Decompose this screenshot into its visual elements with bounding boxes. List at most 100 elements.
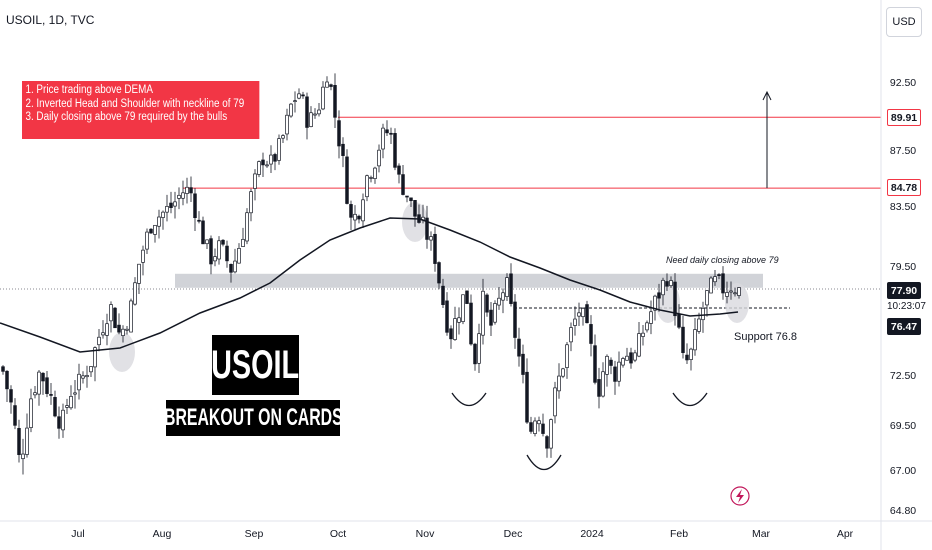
- candle-body: [21, 453, 25, 460]
- candle-body: [601, 371, 605, 397]
- candle-body: [689, 348, 693, 360]
- candle-body: [277, 138, 281, 161]
- candle-body: [69, 395, 73, 409]
- candle-body: [457, 317, 461, 323]
- bar-countdown: 10:23:07: [887, 301, 926, 312]
- candle-body: [145, 231, 149, 250]
- candle-body: [1, 366, 5, 372]
- candle-body: [97, 336, 101, 346]
- candle-body: [557, 375, 561, 392]
- target-arrow-head: [762, 90, 772, 101]
- candle-body: [45, 377, 49, 394]
- candle-body: [717, 274, 721, 276]
- candle-body: [297, 93, 301, 99]
- candle-body: [349, 204, 353, 218]
- candle-body: [505, 277, 509, 297]
- title-badge: USOIL: [212, 335, 300, 395]
- candle-body: [493, 303, 497, 323]
- candle-body: [189, 187, 193, 194]
- left-shoulder-arc: [451, 392, 487, 407]
- candle-body: [685, 354, 689, 361]
- candle-body: [213, 256, 217, 262]
- note-3: 3. Daily closing above 79 required by th…: [25, 111, 228, 123]
- candle-body: [425, 217, 429, 240]
- candle-body: [285, 114, 289, 135]
- candle-body: [589, 324, 593, 344]
- candle-body: [545, 436, 549, 449]
- x-tick-label: Feb: [670, 528, 688, 540]
- candle-body: [273, 154, 277, 162]
- candle-body: [305, 96, 309, 128]
- candle-body: [165, 205, 169, 213]
- candle-body: [669, 280, 673, 287]
- candle-body: [473, 343, 477, 365]
- candle-body: [37, 371, 41, 395]
- candle-body: [653, 295, 657, 311]
- candle-body: [129, 300, 133, 333]
- candle-body: [517, 338, 521, 357]
- x-tick-label: Jul: [71, 528, 84, 540]
- candle-body: [573, 318, 577, 326]
- candle-body: [209, 238, 213, 265]
- candle-body: [93, 347, 97, 368]
- candle-body: [221, 239, 225, 245]
- candle-body: [497, 297, 501, 306]
- candle-body: [645, 322, 649, 331]
- candle-body: [381, 127, 385, 150]
- neckline-zone: [175, 273, 763, 288]
- currency-button[interactable]: USD: [886, 7, 922, 37]
- candle-body: [265, 164, 269, 167]
- subtitle-badge-text: BREAKOUT ON CARDS: [163, 404, 343, 431]
- candle-body: [537, 420, 541, 425]
- candle-body: [101, 332, 105, 336]
- candle-body: [697, 318, 701, 332]
- candle-body: [117, 324, 121, 333]
- candle-body: [73, 392, 77, 395]
- candle-body: [561, 368, 565, 377]
- candle-body: [625, 355, 629, 361]
- candle-body: [109, 304, 113, 322]
- candle-body: [269, 154, 273, 165]
- candle-body: [317, 109, 321, 115]
- candle-body: [353, 213, 357, 221]
- candle-body: [597, 379, 601, 397]
- candle-body: [201, 220, 205, 245]
- head-arc: [526, 454, 562, 471]
- candle-body: [113, 307, 117, 329]
- analysis-notes: 1. Price trading above DEMA 2. Inverted …: [22, 81, 260, 139]
- candle-body: [577, 312, 581, 317]
- candle-body: [733, 292, 737, 295]
- candle-body: [581, 307, 585, 318]
- candle-body: [325, 81, 329, 88]
- candle-body: [393, 133, 397, 168]
- candle-body: [157, 216, 161, 227]
- candle-body: [137, 263, 141, 284]
- candle-body: [385, 129, 389, 134]
- y-tick-label: 87.50: [890, 145, 916, 157]
- candle-body: [177, 194, 181, 199]
- x-tick-label: 2024: [580, 528, 604, 540]
- highlight-circle: [725, 283, 749, 323]
- candle-body: [173, 201, 177, 207]
- candle-body: [281, 135, 285, 139]
- candle-body: [257, 161, 261, 175]
- candle-body: [441, 285, 445, 305]
- candle-body: [453, 318, 457, 340]
- candle-body: [289, 103, 293, 117]
- y-tick-label: 79.50: [890, 261, 916, 273]
- candle-body: [549, 419, 553, 449]
- candle-body: [25, 427, 29, 455]
- candle-body: [229, 264, 233, 273]
- note-2: 2. Inverted Head and Shoulder with neckl…: [25, 97, 245, 110]
- candle-body: [721, 273, 725, 294]
- candle-body: [241, 238, 245, 247]
- symbol-title[interactable]: USOIL, 1D, TVC: [6, 13, 95, 27]
- candle-body: [401, 174, 405, 195]
- candle-body: [629, 352, 633, 364]
- y-tick-label: 92.50: [890, 77, 916, 89]
- candle-body: [89, 366, 93, 373]
- right-shoulder-arc: [672, 392, 708, 407]
- candle-body: [621, 358, 625, 366]
- candle-body: [465, 290, 469, 304]
